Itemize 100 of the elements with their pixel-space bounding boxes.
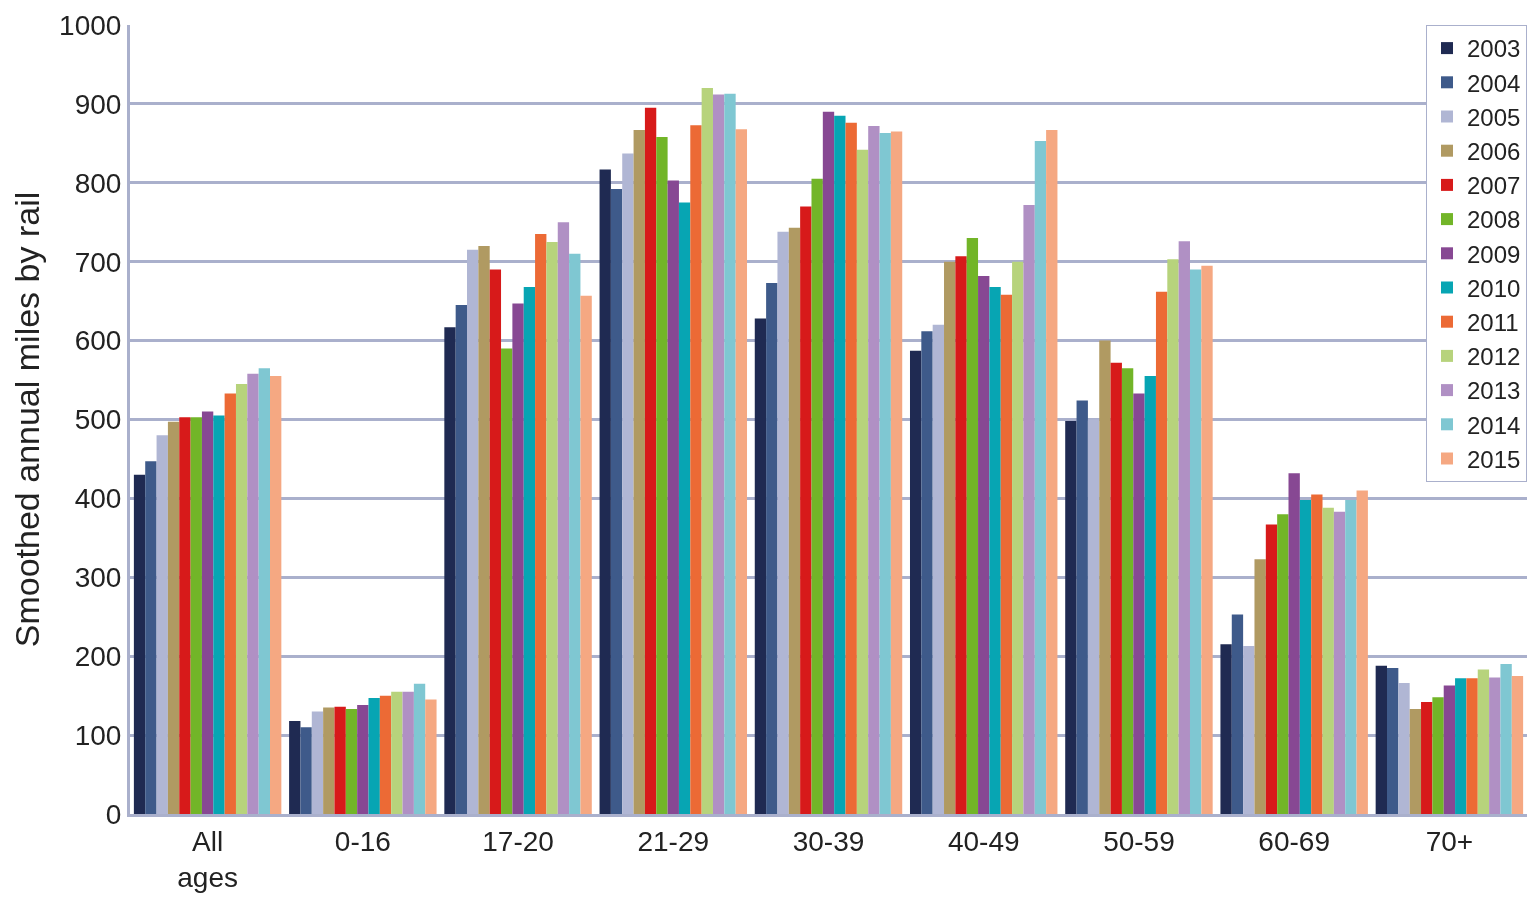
bar (690, 125, 702, 814)
bar (788, 227, 801, 814)
bar (1432, 697, 1444, 814)
y-tick-label: 0 (105, 798, 122, 830)
bar (1000, 294, 1013, 814)
bar (1375, 665, 1387, 814)
bar (712, 94, 725, 814)
bar (1409, 709, 1422, 814)
bar (610, 189, 623, 814)
bar (1012, 261, 1024, 814)
bar (856, 149, 869, 814)
bar (213, 415, 225, 814)
bar (1023, 204, 1035, 814)
bar (224, 393, 236, 814)
y-tick-label: 700 (74, 246, 122, 278)
bar (909, 350, 922, 814)
bar (1500, 664, 1512, 814)
bar (580, 295, 592, 814)
bar (879, 133, 891, 814)
bar (1178, 241, 1190, 814)
bar (822, 111, 835, 814)
bar (1201, 265, 1213, 814)
x-tick-label: 30-39 (792, 825, 865, 857)
bar (1167, 259, 1179, 814)
bar (1443, 685, 1456, 814)
bar (1065, 421, 1077, 814)
y-tick-label: 200 (74, 641, 122, 672)
bar (1421, 701, 1433, 814)
bar (766, 283, 778, 814)
bar (1076, 400, 1088, 814)
bar (644, 107, 657, 814)
bar (145, 461, 157, 814)
bar (300, 727, 312, 814)
bar (800, 206, 812, 814)
bar (413, 683, 426, 814)
bar (1511, 675, 1524, 814)
y-tick-label: 500 (74, 404, 122, 436)
bar (201, 411, 214, 814)
legend-label: 2009 (1467, 240, 1521, 268)
bar (1356, 490, 1368, 814)
x-tick-label: All ages (177, 825, 238, 893)
bar (633, 129, 645, 814)
bar (989, 286, 1001, 814)
x-tick-label: 0-16 (334, 825, 391, 857)
bar (368, 698, 380, 814)
bar (921, 331, 933, 814)
y-axis-title: Smoothed annual miles by rail (7, 191, 46, 648)
bar (735, 129, 748, 814)
bar (478, 245, 490, 814)
bar (701, 88, 713, 814)
bar (379, 695, 392, 814)
bar (270, 376, 282, 814)
bar (1133, 393, 1145, 814)
bar (724, 93, 736, 814)
x-tick-label: 21-29 (637, 825, 710, 857)
bar (656, 137, 668, 814)
legend-label: 2010 (1467, 274, 1521, 302)
y-tick-label: 900 (74, 88, 122, 120)
bar (890, 131, 903, 814)
bar (1046, 129, 1058, 814)
bar (678, 202, 691, 814)
legend-label: 2008 (1467, 206, 1521, 234)
bar (334, 706, 346, 814)
bar (1099, 340, 1111, 814)
bar (557, 222, 570, 814)
bar (402, 691, 414, 814)
legend-label: 2007 (1467, 172, 1521, 200)
bar (1121, 368, 1134, 814)
bar (133, 474, 146, 814)
bar (845, 122, 857, 814)
bar (1345, 499, 1357, 814)
x-tick-label: 70+ (1425, 825, 1474, 857)
legend-label: 2014 (1467, 411, 1521, 439)
y-tick-label: 800 (74, 167, 122, 199)
bar (179, 417, 191, 814)
bar (834, 115, 846, 814)
bar (247, 373, 259, 814)
bar (1489, 677, 1501, 814)
bar (1299, 499, 1312, 814)
y-tick-label: 400 (74, 483, 122, 515)
y-tick-label: 300 (74, 562, 122, 594)
x-tick-label: 60-69 (1258, 825, 1330, 857)
legend-label: 2013 (1467, 377, 1521, 405)
bar (599, 169, 611, 814)
bar (1110, 362, 1122, 814)
bar (1455, 678, 1467, 814)
bar (1288, 473, 1300, 814)
bar (569, 253, 581, 814)
bar (1477, 669, 1490, 814)
bar (425, 699, 437, 814)
bar (978, 275, 990, 814)
y-tick-label: 100 (74, 719, 122, 751)
x-tick-label: 17-20 (482, 825, 554, 857)
bar (1265, 524, 1278, 814)
bar (444, 327, 456, 814)
legend-label: 2011 (1467, 309, 1519, 337)
x-tick-label: 50-59 (1103, 825, 1175, 857)
x-tick-label: 40-49 (947, 825, 1020, 857)
y-tick-label: 1000 (59, 9, 122, 41)
bar (1387, 668, 1399, 814)
